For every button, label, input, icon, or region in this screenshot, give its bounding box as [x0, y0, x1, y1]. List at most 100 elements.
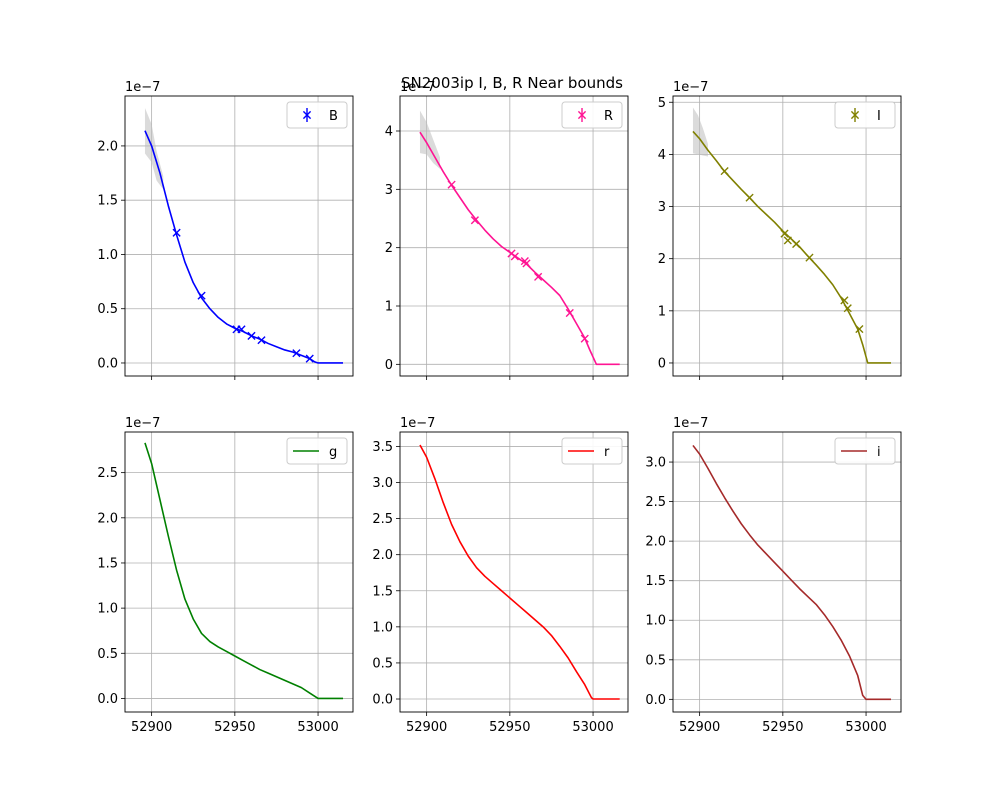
y-tick-label: 2 [658, 252, 666, 267]
data-point [580, 334, 589, 343]
y-tick-label: 0 [385, 358, 393, 373]
marker-stroke [745, 193, 754, 202]
data-point [510, 252, 519, 261]
figure-title: SN2003ip I, B, R Near bounds [401, 74, 623, 92]
legend-label: I [877, 109, 881, 124]
y-tick-label: 1.0 [97, 602, 118, 617]
x-tick-label: 52900 [679, 720, 720, 735]
x-tick-label: 52950 [214, 720, 255, 735]
y-tick-label: 0.0 [372, 693, 393, 708]
y-tick-label: 3.5 [372, 440, 393, 455]
y-offset-label: 1e−7 [400, 416, 435, 431]
y-tick-label: 3 [658, 200, 666, 215]
axes-frame [124, 95, 354, 377]
y-tick-label: 0 [658, 356, 666, 371]
y-tick-label: 4 [385, 125, 393, 140]
y-tick-label: 0.5 [645, 653, 666, 668]
axes-frame [124, 431, 354, 713]
subplot-g: 52900 52950 53000 0.0 0.5 1.0 1.5 2.0 2.5 1e−7 g [97, 416, 354, 735]
legend-box [561, 101, 623, 129]
axes-frame [399, 431, 629, 713]
y-tick-label: 0.5 [372, 656, 393, 671]
marker-stroke [510, 252, 519, 261]
marker-stroke [805, 253, 814, 262]
data-point [292, 349, 301, 358]
legend-marker [302, 110, 312, 120]
subplot-grid: 0.0 0.5 1.0 1.5 2.0 1e−7 B 0 1 2 3 4 1e−7 R 0 1 2 3 4 5 1e−7… [97, 80, 902, 735]
marker-stroke [292, 349, 301, 358]
y-tick-label: 2.0 [97, 139, 118, 154]
marker-stroke [305, 354, 314, 363]
legend-label: R [604, 109, 613, 124]
y-tick-label: 5 [658, 96, 666, 111]
data-point [565, 308, 574, 318]
legend: R [561, 101, 623, 129]
data-point [792, 239, 801, 249]
data-point [237, 325, 246, 334]
x-tick-label: 53000 [297, 720, 338, 735]
marker-stroke [565, 308, 574, 318]
y-tick-label: 4 [658, 148, 666, 163]
x-tick-label: 52900 [131, 720, 172, 735]
marker-stroke [580, 334, 589, 343]
legend: r [561, 437, 623, 465]
plot-area [125, 96, 353, 376]
data-point [247, 331, 256, 340]
subplot-r: 52900 52950 53000 0.0 0.5 1.0 1.5 2.0 2.5 3.0 3.5 1… [372, 416, 629, 735]
y-tick-label: 2.5 [372, 512, 393, 527]
marker-stroke [855, 324, 864, 334]
x-tick-label: 52900 [406, 720, 447, 735]
y-tick-label: 1.5 [645, 574, 666, 589]
y-tick-label: 0.0 [97, 356, 118, 371]
data-point [470, 216, 479, 225]
legend: i [834, 437, 896, 465]
y-tick-label: 3 [385, 183, 393, 198]
marker-stroke [843, 304, 852, 313]
plot-area [125, 432, 353, 712]
data-point [447, 180, 456, 189]
data-point [745, 193, 754, 202]
subplot-I: 0 1 2 3 4 5 1e−7 I [658, 80, 902, 380]
data-point [783, 236, 792, 245]
series-line-i [692, 444, 892, 701]
data-point [805, 253, 814, 262]
y-tick-label: 1.5 [372, 584, 393, 599]
x-tick-label: 53000 [572, 720, 613, 735]
legend: g [286, 437, 348, 465]
data-point [257, 336, 266, 345]
series-line-g [144, 442, 344, 700]
y-offset-label: 1e−7 [125, 416, 160, 431]
y-offset-label: 1e−7 [673, 416, 708, 431]
data-point [522, 259, 531, 268]
plot-area [400, 96, 628, 376]
series-line-B [144, 130, 344, 364]
y-tick-label: 1.5 [97, 194, 118, 209]
legend-label: B [329, 109, 338, 124]
y-tick-label: 1.0 [372, 620, 393, 635]
y-tick-label: 0.0 [97, 692, 118, 707]
y-tick-label: 1.0 [645, 614, 666, 629]
y-tick-label: 2.0 [97, 511, 118, 526]
marker-stroke [257, 336, 266, 345]
legend-marker [850, 110, 860, 120]
y-tick-label: 0.0 [645, 693, 666, 708]
y-tick-label: 1.0 [97, 248, 118, 263]
axes-frame [672, 95, 902, 377]
x-tick-label: 52950 [489, 720, 530, 735]
subplot-i: 52900 52950 53000 0.0 0.5 1.0 1.5 2.0 2.5 3.0 1e−7… [645, 416, 902, 735]
data-point [855, 324, 864, 334]
data-point [172, 228, 181, 237]
series-line-r [419, 444, 620, 700]
y-offset-label: 1e−7 [400, 80, 435, 95]
marker-stroke [237, 325, 246, 334]
marker-stroke [534, 272, 543, 281]
legend-box [286, 101, 348, 129]
plot-area [400, 432, 628, 712]
marker-stroke [780, 229, 789, 238]
y-tick-label: 1.5 [97, 556, 118, 571]
data-point [843, 304, 852, 313]
legend-label: g [329, 445, 337, 460]
legend-marker [577, 110, 587, 120]
marker-stroke [522, 259, 531, 268]
legend-label: r [604, 445, 610, 460]
